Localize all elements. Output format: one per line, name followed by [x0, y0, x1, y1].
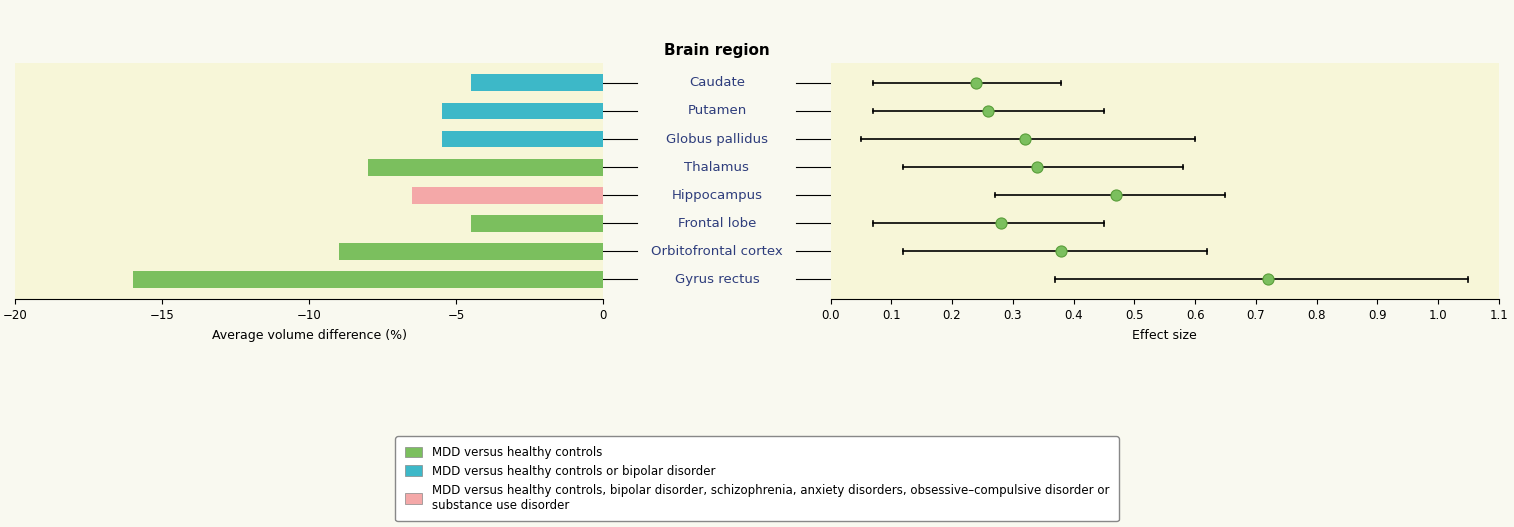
Legend: MDD versus healthy controls, MDD versus healthy controls or bipolar disorder, MD: MDD versus healthy controls, MDD versus …: [395, 436, 1119, 521]
Text: Brain region: Brain region: [665, 43, 769, 57]
Text: Hippocampus: Hippocampus: [671, 189, 763, 202]
Bar: [339, 243, 603, 260]
Bar: [471, 74, 603, 91]
Bar: [442, 131, 603, 148]
Text: Orbitofrontal cortex: Orbitofrontal cortex: [651, 245, 783, 258]
Text: Gyrus rectus: Gyrus rectus: [675, 273, 760, 286]
Bar: [442, 103, 603, 120]
Text: Frontal lobe: Frontal lobe: [678, 217, 755, 230]
Text: Thalamus: Thalamus: [684, 161, 749, 173]
Bar: [133, 271, 603, 288]
X-axis label: Average volume difference (%): Average volume difference (%): [212, 329, 407, 342]
Text: Putamen: Putamen: [687, 104, 746, 118]
Text: Caudate: Caudate: [689, 76, 745, 90]
Text: Globus pallidus: Globus pallidus: [666, 133, 768, 145]
Bar: [471, 215, 603, 232]
Bar: [368, 159, 603, 175]
X-axis label: Effect size: Effect size: [1132, 329, 1198, 342]
Bar: [412, 187, 603, 203]
